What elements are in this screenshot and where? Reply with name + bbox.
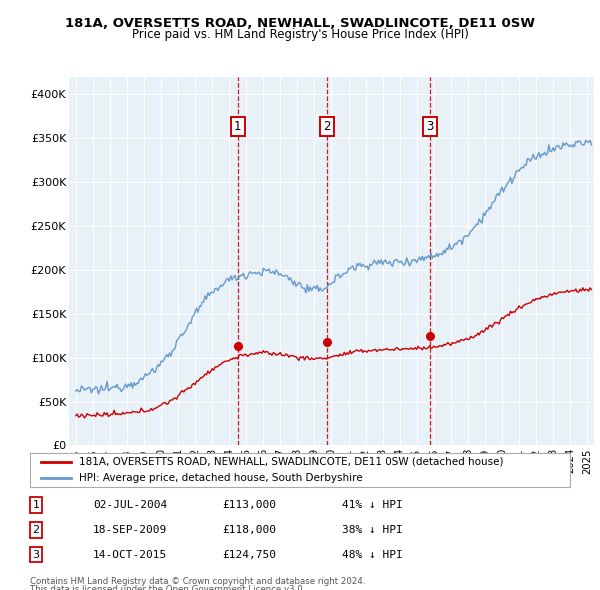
Text: £113,000: £113,000: [222, 500, 276, 510]
Text: Price paid vs. HM Land Registry's House Price Index (HPI): Price paid vs. HM Land Registry's House …: [131, 28, 469, 41]
Text: 181A, OVERSETTS ROAD, NEWHALL, SWADLINCOTE, DE11 0SW: 181A, OVERSETTS ROAD, NEWHALL, SWADLINCO…: [65, 17, 535, 30]
Text: 38% ↓ HPI: 38% ↓ HPI: [342, 525, 403, 535]
Text: 14-OCT-2015: 14-OCT-2015: [93, 550, 167, 559]
Text: £118,000: £118,000: [222, 525, 276, 535]
Text: Contains HM Land Registry data © Crown copyright and database right 2024.: Contains HM Land Registry data © Crown c…: [30, 577, 365, 586]
Text: 181A, OVERSETTS ROAD, NEWHALL, SWADLINCOTE, DE11 0SW (detached house): 181A, OVERSETTS ROAD, NEWHALL, SWADLINCO…: [79, 457, 503, 467]
Text: 1: 1: [32, 500, 40, 510]
Text: 1: 1: [234, 120, 241, 133]
Text: 2: 2: [32, 525, 40, 535]
Text: 3: 3: [32, 550, 40, 559]
Text: 48% ↓ HPI: 48% ↓ HPI: [342, 550, 403, 559]
Text: This data is licensed under the Open Government Licence v3.0.: This data is licensed under the Open Gov…: [30, 585, 305, 590]
Text: 2: 2: [323, 120, 331, 133]
Text: 3: 3: [427, 120, 434, 133]
Text: 02-JUL-2004: 02-JUL-2004: [93, 500, 167, 510]
Text: 41% ↓ HPI: 41% ↓ HPI: [342, 500, 403, 510]
Text: £124,750: £124,750: [222, 550, 276, 559]
Text: 18-SEP-2009: 18-SEP-2009: [93, 525, 167, 535]
Text: HPI: Average price, detached house, South Derbyshire: HPI: Average price, detached house, Sout…: [79, 473, 362, 483]
